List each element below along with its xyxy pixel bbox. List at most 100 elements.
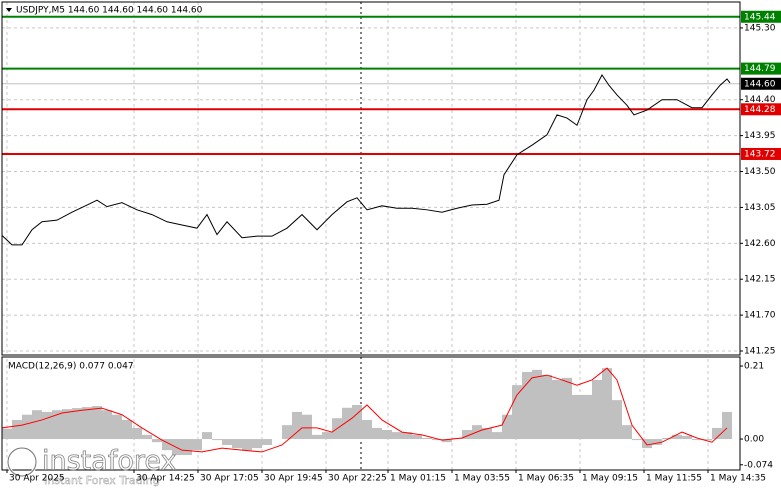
menu-arrow — [6, 8, 12, 12]
grid-layer — [2, 2, 740, 470]
x-tick-label: 1 May 11:55 — [646, 474, 702, 484]
histogram-bar — [162, 439, 172, 451]
histogram-bar — [142, 434, 152, 440]
histogram-bar — [72, 408, 82, 440]
histogram-bar — [562, 377, 572, 440]
x-tick-label: 30 Apr 2025 — [9, 474, 65, 484]
histogram-bar — [102, 410, 112, 440]
level-tag — [741, 10, 781, 23]
histogram-bar — [432, 439, 442, 441]
histogram-bar — [442, 439, 452, 443]
histogram-bar — [342, 407, 352, 440]
histogram-bar — [502, 414, 512, 440]
histogram-bar — [222, 439, 232, 445]
histogram-bar — [392, 432, 402, 440]
histogram-bar — [552, 379, 562, 440]
histogram-bar — [722, 411, 732, 440]
histogram-bar — [262, 439, 272, 445]
last-price-tag — [741, 77, 781, 90]
x-tick-label: 30 Apr 17:05 — [200, 474, 259, 484]
histogram-bar — [192, 439, 202, 451]
histogram-bar — [592, 379, 602, 440]
histogram-bar — [582, 394, 592, 440]
histogram-bar — [672, 434, 682, 440]
y-tick-label: 144.40 — [744, 95, 776, 105]
histogram-bar — [532, 369, 542, 440]
y-tick-label: 141.70 — [744, 311, 776, 321]
histogram-bar — [82, 407, 92, 440]
histogram-bar — [412, 434, 422, 440]
histogram-bar — [252, 439, 262, 449]
level-label: 143.72 — [744, 149, 776, 159]
histogram-bar — [372, 427, 382, 440]
histogram-bar — [32, 410, 42, 440]
histogram-bar — [242, 439, 252, 451]
histogram-bar — [682, 435, 692, 440]
histogram-bar — [132, 427, 142, 440]
macd-frame — [1, 356, 741, 471]
histogram-bar — [712, 427, 722, 440]
histogram-bar — [482, 427, 492, 440]
histogram-bar — [172, 439, 182, 456]
histogram-bar — [542, 375, 552, 440]
x-tick-label: 1 May 09:15 — [582, 474, 638, 484]
level-label: 144.79 — [744, 64, 776, 74]
histogram-bar — [292, 411, 302, 440]
histogram-bar — [612, 400, 622, 440]
x-tick-label: 1 May 14:35 — [710, 474, 766, 484]
last-price-label: 144.60 — [744, 79, 776, 89]
histogram-bar — [212, 439, 222, 441]
price-line — [1, 74, 731, 246]
histogram-bar — [122, 419, 132, 440]
x-tick-label: 30 Apr 14:25 — [136, 474, 195, 484]
y-tick-label: 0.00 — [744, 435, 764, 445]
watermark: instaforex Instant Forex Trading — [6, 445, 177, 487]
histogram-bar — [92, 406, 102, 440]
x-tick-label: 1 May 03:55 — [454, 474, 510, 484]
histogram-bar — [282, 425, 292, 440]
x-tick-label: 30 Apr 22:25 — [328, 474, 387, 484]
y-tick-label: 145.30 — [744, 23, 776, 33]
mark-layer — [1, 15, 740, 456]
histogram-bar — [522, 371, 532, 440]
histogram-bar — [692, 439, 702, 441]
histogram-bar — [312, 434, 322, 440]
histogram-bar — [12, 419, 22, 440]
histogram-bar — [662, 438, 672, 440]
histogram-bar — [622, 425, 632, 440]
x-tick-label: 30 Apr 19:45 — [264, 474, 323, 484]
level-label: 144.28 — [744, 105, 776, 115]
histogram-bar — [382, 430, 392, 440]
histogram-bar — [302, 414, 312, 440]
histogram-bar — [362, 419, 372, 440]
y-tick-label: 143.50 — [744, 167, 776, 177]
x-tick-label: 1 May 06:35 — [518, 474, 574, 484]
histogram-bar — [182, 439, 192, 456]
histogram-bar — [422, 438, 432, 440]
histogram-bar — [702, 439, 712, 441]
histogram-bar — [52, 410, 62, 440]
histogram-bar — [232, 439, 242, 449]
histogram-bar — [512, 385, 522, 440]
histogram-bar — [352, 404, 362, 440]
histogram-bar — [652, 439, 662, 445]
histogram-bar — [602, 368, 612, 440]
histogram-bar — [152, 439, 162, 443]
y-tick-label: 0.21 — [744, 362, 764, 372]
histogram-bar — [322, 432, 332, 440]
signal-line — [1, 367, 728, 453]
y-tick-label: 142.15 — [744, 275, 776, 285]
histogram-bar — [2, 428, 12, 440]
watermark-logo-outline — [7, 447, 37, 477]
watermark-tagline: Instant Forex Trading — [44, 474, 160, 487]
level-label: 145.44 — [744, 12, 776, 22]
y-tick-label: 143.05 — [744, 203, 776, 213]
y-tick-label: 141.25 — [744, 347, 776, 357]
histogram-bar — [112, 414, 122, 440]
level-tag — [741, 62, 781, 75]
macd-title: MACD(12,26,9) 0.077 0.047 — [8, 362, 134, 372]
histogram-bar — [572, 394, 582, 440]
histogram-bar — [42, 411, 52, 440]
